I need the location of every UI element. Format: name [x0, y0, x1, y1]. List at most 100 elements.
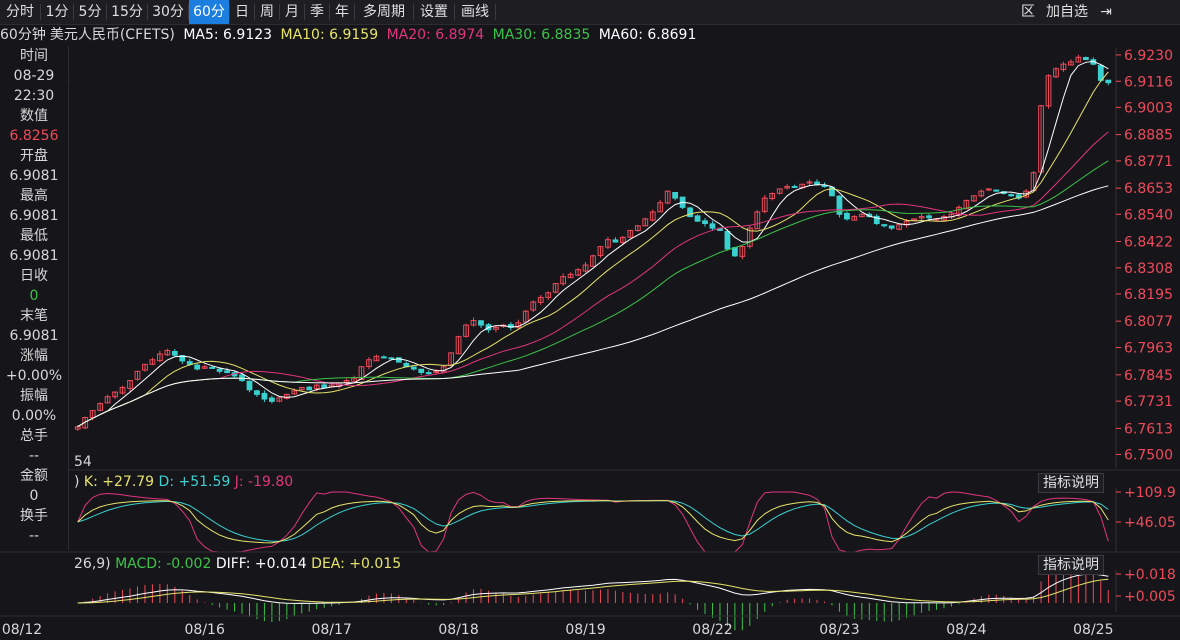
candle [425, 372, 432, 375]
candle [888, 225, 895, 229]
candle [1068, 61, 1074, 66]
kdj-k-value: K: +27.79 [83, 474, 155, 490]
candle [702, 220, 708, 225]
range-button[interactable]: 区 [1021, 4, 1035, 20]
candle [597, 246, 604, 256]
candle [433, 370, 440, 373]
candle [478, 320, 484, 326]
candle [605, 239, 611, 248]
candle [858, 213, 865, 218]
candle [254, 390, 260, 395]
candle [985, 188, 992, 191]
candle [1082, 57, 1089, 61]
candle [298, 386, 305, 391]
detail-value-11: 0 [29, 488, 39, 504]
period-tab-1[interactable]: 1分 [45, 4, 69, 20]
detail-key-8: 涨幅 [20, 348, 48, 364]
x-tick-label: 08/22 [692, 622, 732, 638]
x-tick-label: 08/19 [565, 622, 605, 638]
candle [418, 368, 425, 373]
y-tick-label: 6.8308 [1124, 261, 1173, 277]
toolbar-divider [229, 4, 230, 20]
ma-value-0: MA5: 6.9123 [178, 27, 273, 43]
toolbar-divider [147, 4, 148, 20]
quote-detail-panel: 时间 08-29 22:30 数值 6.8256 开盘 6.9081 最高 6.9081 最低 6.… [0, 46, 69, 550]
period-tab-0[interactable]: 分时 [6, 4, 34, 20]
detail-key-3: 开盘 [20, 148, 48, 164]
candle [1045, 75, 1052, 107]
candle [201, 366, 208, 369]
period-label: 60分钟 [0, 27, 46, 43]
detail-value-5: 6.9081 [9, 248, 59, 264]
period-tab-13[interactable]: 画线 [461, 4, 489, 20]
toolbar-divider [254, 4, 255, 20]
period-tab-5[interactable]: 60分 [189, 0, 229, 24]
macd-prefix: 26,9) [74, 556, 111, 572]
candle [321, 384, 328, 388]
ma-value-4: MA60: 6.8691 [594, 27, 697, 43]
candle [657, 202, 664, 213]
candle [134, 370, 141, 380]
ma-value-2: MA20: 6.8974 [382, 27, 485, 43]
y-tick-label: 6.8885 [1124, 128, 1173, 144]
period-tab-11[interactable]: 多周期 [363, 4, 405, 20]
candle [156, 353, 163, 362]
y-tick-label: 6.7613 [1124, 421, 1173, 437]
y-tick-label: 6.8771 [1124, 154, 1173, 170]
detail-value-12: -- [28, 528, 40, 544]
candle [149, 359, 156, 365]
macd-legend: 26,9) MACD: -0.002 DIFF: +0.014 DEA: +0.… [74, 554, 401, 574]
candle [463, 324, 469, 337]
period-tab-6[interactable]: 日 [235, 4, 249, 20]
candle [522, 310, 529, 323]
period-tab-8[interactable]: 月 [285, 4, 299, 20]
candle [381, 356, 387, 359]
toolbar-divider [73, 4, 74, 20]
kdj-legend: ) K: +27.79 D: +51.59 J: -19.80 [74, 472, 293, 492]
period-tab-10[interactable]: 年 [335, 4, 349, 20]
candle [119, 386, 126, 394]
detail-value-10: -- [28, 448, 40, 464]
candle [1105, 79, 1112, 84]
candle [246, 380, 253, 391]
add-watchlist-button[interactable]: 加自选 [1046, 4, 1088, 20]
detail-key-0: 时间 [20, 48, 48, 64]
candle [836, 195, 843, 215]
period-tab-2[interactable]: 5分 [78, 4, 102, 20]
candle [493, 326, 499, 330]
toolbar-divider [304, 4, 305, 20]
candle [1075, 56, 1082, 63]
candle [224, 370, 230, 373]
period-tab-9[interactable]: 季 [310, 4, 324, 20]
candle [82, 417, 89, 429]
macd-explain-button[interactable]: 指标说明 [1038, 555, 1104, 575]
macd-diff-line [77, 573, 1109, 604]
candle [881, 224, 888, 227]
toolbar-divider [40, 4, 41, 20]
candle [619, 236, 626, 243]
candle [582, 264, 589, 272]
detail-value-3: 6.9081 [9, 168, 59, 184]
x-tick-label: 08/16 [185, 622, 225, 638]
candle [724, 230, 731, 250]
period-tab-7[interactable]: 周 [260, 4, 274, 20]
x-tick-label: 08/24 [946, 622, 986, 638]
y-tick-label: 6.9230 [1124, 48, 1173, 64]
kdj-explain-button[interactable]: 指标说明 [1038, 473, 1104, 493]
ma-line-20 [77, 131, 1109, 428]
ma-value-1: MA10: 6.9159 [276, 27, 379, 43]
detail-key-10: 总手 [20, 428, 48, 444]
candle [918, 216, 925, 219]
macd-dea-value: DEA: +0.015 [311, 556, 402, 572]
candle [97, 403, 104, 411]
y-tick-label: 6.7731 [1124, 394, 1173, 410]
collapse-right-icon[interactable]: ⇥ [1100, 4, 1112, 20]
axes: 6.9230 6.9116 6.9003 6.8885 6.8771 6.8653 6.85… [0, 48, 1180, 638]
toolbar-divider [454, 4, 455, 20]
partial-label: 54 [74, 454, 92, 470]
period-tab-3[interactable]: 15分 [111, 4, 143, 20]
period-tab-12[interactable]: 设置 [420, 4, 448, 20]
period-tab-4[interactable]: 30分 [152, 4, 184, 20]
candle [746, 227, 753, 247]
